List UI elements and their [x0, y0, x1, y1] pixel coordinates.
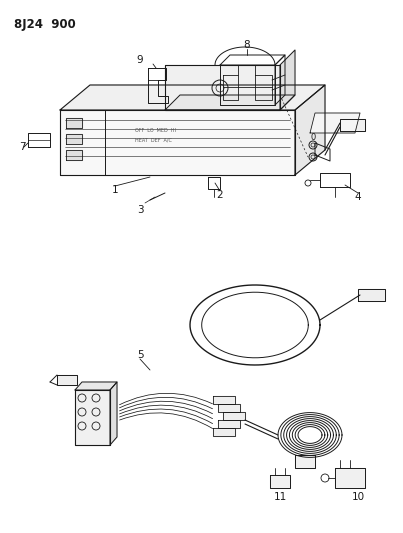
Polygon shape — [213, 396, 235, 404]
Polygon shape — [310, 113, 360, 133]
Polygon shape — [60, 110, 295, 175]
Polygon shape — [295, 85, 325, 175]
Text: 0: 0 — [310, 133, 316, 141]
Text: 11: 11 — [273, 492, 287, 502]
Polygon shape — [110, 382, 117, 445]
Text: 2: 2 — [217, 190, 223, 200]
Polygon shape — [66, 150, 82, 160]
Polygon shape — [165, 95, 295, 110]
Text: OFF  LO  MED  HI: OFF LO MED HI — [135, 128, 176, 133]
Polygon shape — [57, 375, 77, 385]
Text: 5: 5 — [137, 350, 143, 360]
Polygon shape — [75, 390, 110, 445]
Text: 9: 9 — [137, 55, 143, 65]
Text: 4: 4 — [355, 192, 361, 202]
Text: 8: 8 — [244, 40, 250, 50]
Polygon shape — [218, 404, 240, 412]
Polygon shape — [295, 455, 315, 468]
Polygon shape — [218, 420, 240, 428]
Polygon shape — [165, 65, 280, 110]
Text: 7: 7 — [19, 142, 25, 152]
Polygon shape — [335, 468, 365, 488]
Text: 3: 3 — [137, 205, 143, 215]
Polygon shape — [75, 382, 117, 390]
Text: HEAT  DEF  A/C: HEAT DEF A/C — [135, 138, 172, 142]
Polygon shape — [66, 134, 82, 144]
Polygon shape — [280, 50, 295, 110]
Text: 10: 10 — [351, 492, 365, 502]
Polygon shape — [270, 475, 290, 488]
Polygon shape — [60, 85, 325, 110]
Polygon shape — [66, 118, 82, 128]
Polygon shape — [358, 289, 385, 301]
Text: 8J24  900: 8J24 900 — [14, 18, 76, 31]
Text: 1: 1 — [112, 185, 118, 195]
Polygon shape — [223, 412, 245, 420]
Polygon shape — [340, 119, 365, 131]
Polygon shape — [213, 428, 235, 436]
